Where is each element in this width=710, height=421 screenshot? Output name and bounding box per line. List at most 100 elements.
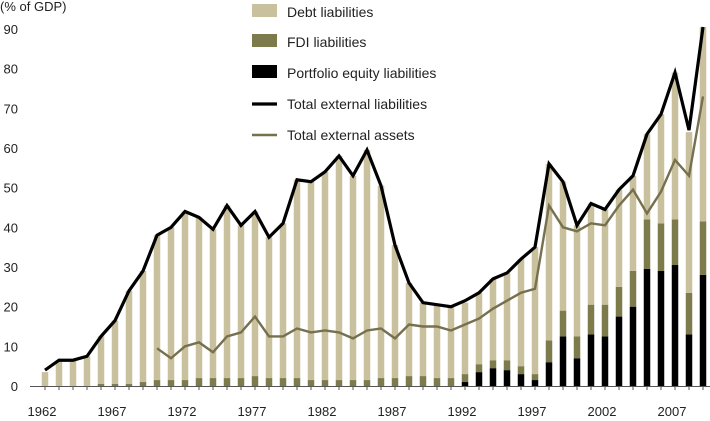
bar-fdi-1967: [111, 384, 119, 386]
x-tick-label: 1967: [98, 404, 127, 419]
bar-fdi-1989: [419, 376, 427, 386]
bar-fdi-1970: [153, 380, 161, 386]
legend-label-portfolio: Portfolio equity liabilities: [287, 65, 436, 81]
x-tick-label: 1977: [238, 404, 267, 419]
legend: Debt liabilities FDI liabilities Portfolio…: [252, 4, 436, 143]
legend-label-fdi: FDI liabilities: [287, 34, 366, 50]
bar-fdi-2004: [629, 270, 637, 307]
bar-debt-2008: [685, 132, 693, 293]
bar-portfolio-2001: [587, 334, 595, 386]
bar-fdi-1988: [405, 376, 413, 386]
bar-debt-1967: [111, 320, 119, 385]
bar-debt-1977: [251, 211, 259, 377]
bar-fdi-1966: [97, 384, 105, 386]
bar-fdi-1968: [125, 384, 133, 386]
y-tick-label: 50: [4, 181, 18, 196]
bar-debt-1997: [531, 247, 539, 375]
bar-fdi-1997: [531, 374, 539, 381]
bar-portfolio-1992: [461, 382, 469, 386]
bar-fdi-1992: [461, 374, 469, 383]
bar-debt-2001: [587, 203, 595, 305]
x-tick-label: 1962: [28, 404, 57, 419]
x-tick-label: 2002: [588, 404, 617, 419]
y-tick-label: 90: [4, 22, 18, 37]
bar-fdi-1996: [517, 366, 525, 375]
bar-debt-2003: [615, 189, 623, 287]
bar-fdi-1984: [349, 380, 357, 386]
bar-debt-1968: [125, 290, 133, 385]
bar-debt-1996: [517, 259, 525, 367]
x-tick-label: 1982: [308, 404, 337, 419]
bar-fdi-1985: [363, 380, 371, 386]
bar-fdi-1981: [307, 380, 315, 386]
y-tick-label: 60: [4, 141, 18, 156]
bar-debt-1976: [237, 225, 245, 379]
bar-debt-1980: [293, 179, 301, 379]
legend-swatch-fdi: [252, 34, 277, 47]
bar-portfolio-1999: [559, 336, 567, 386]
bar-portfolio-2000: [573, 358, 581, 386]
x-tick-label: 1972: [168, 404, 197, 419]
bar-fdi-1974: [209, 378, 217, 386]
bar-fdi-1975: [223, 378, 231, 386]
bar-fdi-2000: [573, 336, 581, 359]
bar-portfolio-1995: [503, 370, 511, 386]
bar-debt-2006: [657, 114, 665, 224]
bar-debt-1987: [391, 245, 399, 379]
bar-fdi-2005: [643, 219, 651, 269]
bar-debt-1983: [335, 155, 343, 381]
y-tick-label: 10: [4, 339, 18, 354]
bar-debt-1990: [433, 304, 441, 379]
bar-debt-1986: [377, 185, 385, 379]
legend-label-total_assets: Total external assets: [287, 127, 415, 143]
bar-fdi-1972: [181, 380, 189, 386]
bar-portfolio-2006: [657, 270, 665, 386]
bar-fdi-2003: [615, 286, 623, 317]
bar-debt-1985: [363, 149, 371, 381]
bar-debt-1970: [153, 235, 161, 381]
bar-debt-1975: [223, 205, 231, 379]
bar-fdi-2002: [601, 304, 609, 337]
bar-debt-1966: [97, 336, 105, 385]
bar-fdi-1971: [167, 380, 175, 386]
bar-fdi-1976: [237, 378, 245, 386]
bar-portfolio-2005: [643, 268, 651, 386]
bar-fdi-2001: [587, 304, 595, 335]
x-tick-label: 1997: [518, 404, 547, 419]
bar-debt-1981: [307, 181, 315, 381]
bar-debt-1978: [265, 237, 273, 379]
bar-debt-1982: [321, 171, 329, 381]
bar-debt-1974: [209, 229, 217, 379]
x-tick-label: 2007: [658, 404, 687, 419]
bar-debt-1984: [349, 175, 357, 381]
legend-label-debt: Debt liabilities: [287, 4, 373, 20]
bar-fdi-1990: [433, 378, 441, 386]
bar-fdi-2009: [699, 221, 707, 275]
legend-swatch-debt: [252, 4, 277, 17]
bar-fdi-1994: [489, 360, 497, 369]
bar-fdi-1993: [475, 364, 483, 373]
bar-portfolio-2007: [671, 265, 679, 386]
bar-fdi-2008: [685, 292, 693, 335]
bar-debt-1999: [559, 181, 567, 311]
bar-fdi-1982: [321, 380, 329, 386]
bar-debt-2009: [699, 27, 707, 222]
bar-portfolio-1994: [489, 368, 497, 386]
bar-fdi-1999: [559, 310, 567, 337]
bar-debt-1969: [139, 270, 147, 383]
bar-fdi-2007: [671, 219, 679, 266]
bar-fdi-1973: [195, 378, 203, 386]
y-tick-label: 0: [11, 379, 18, 394]
bar-portfolio-1996: [517, 374, 525, 386]
bar-debt-1995: [503, 272, 511, 361]
stacked-bars: [41, 27, 707, 386]
y-tick-label: 80: [4, 62, 18, 77]
bar-fdi-1977: [251, 376, 259, 386]
bar-fdi-1980: [293, 378, 301, 386]
bar-portfolio-1993: [475, 372, 483, 386]
line-total_liabilities: [44, 26, 705, 372]
bar-fdi-1998: [545, 340, 553, 363]
bar-fdi-1969: [139, 382, 147, 386]
x-axis-ticks: 1962 1967 1972 1977 1982 1987 1992 1997 2002 2007: [28, 386, 704, 419]
